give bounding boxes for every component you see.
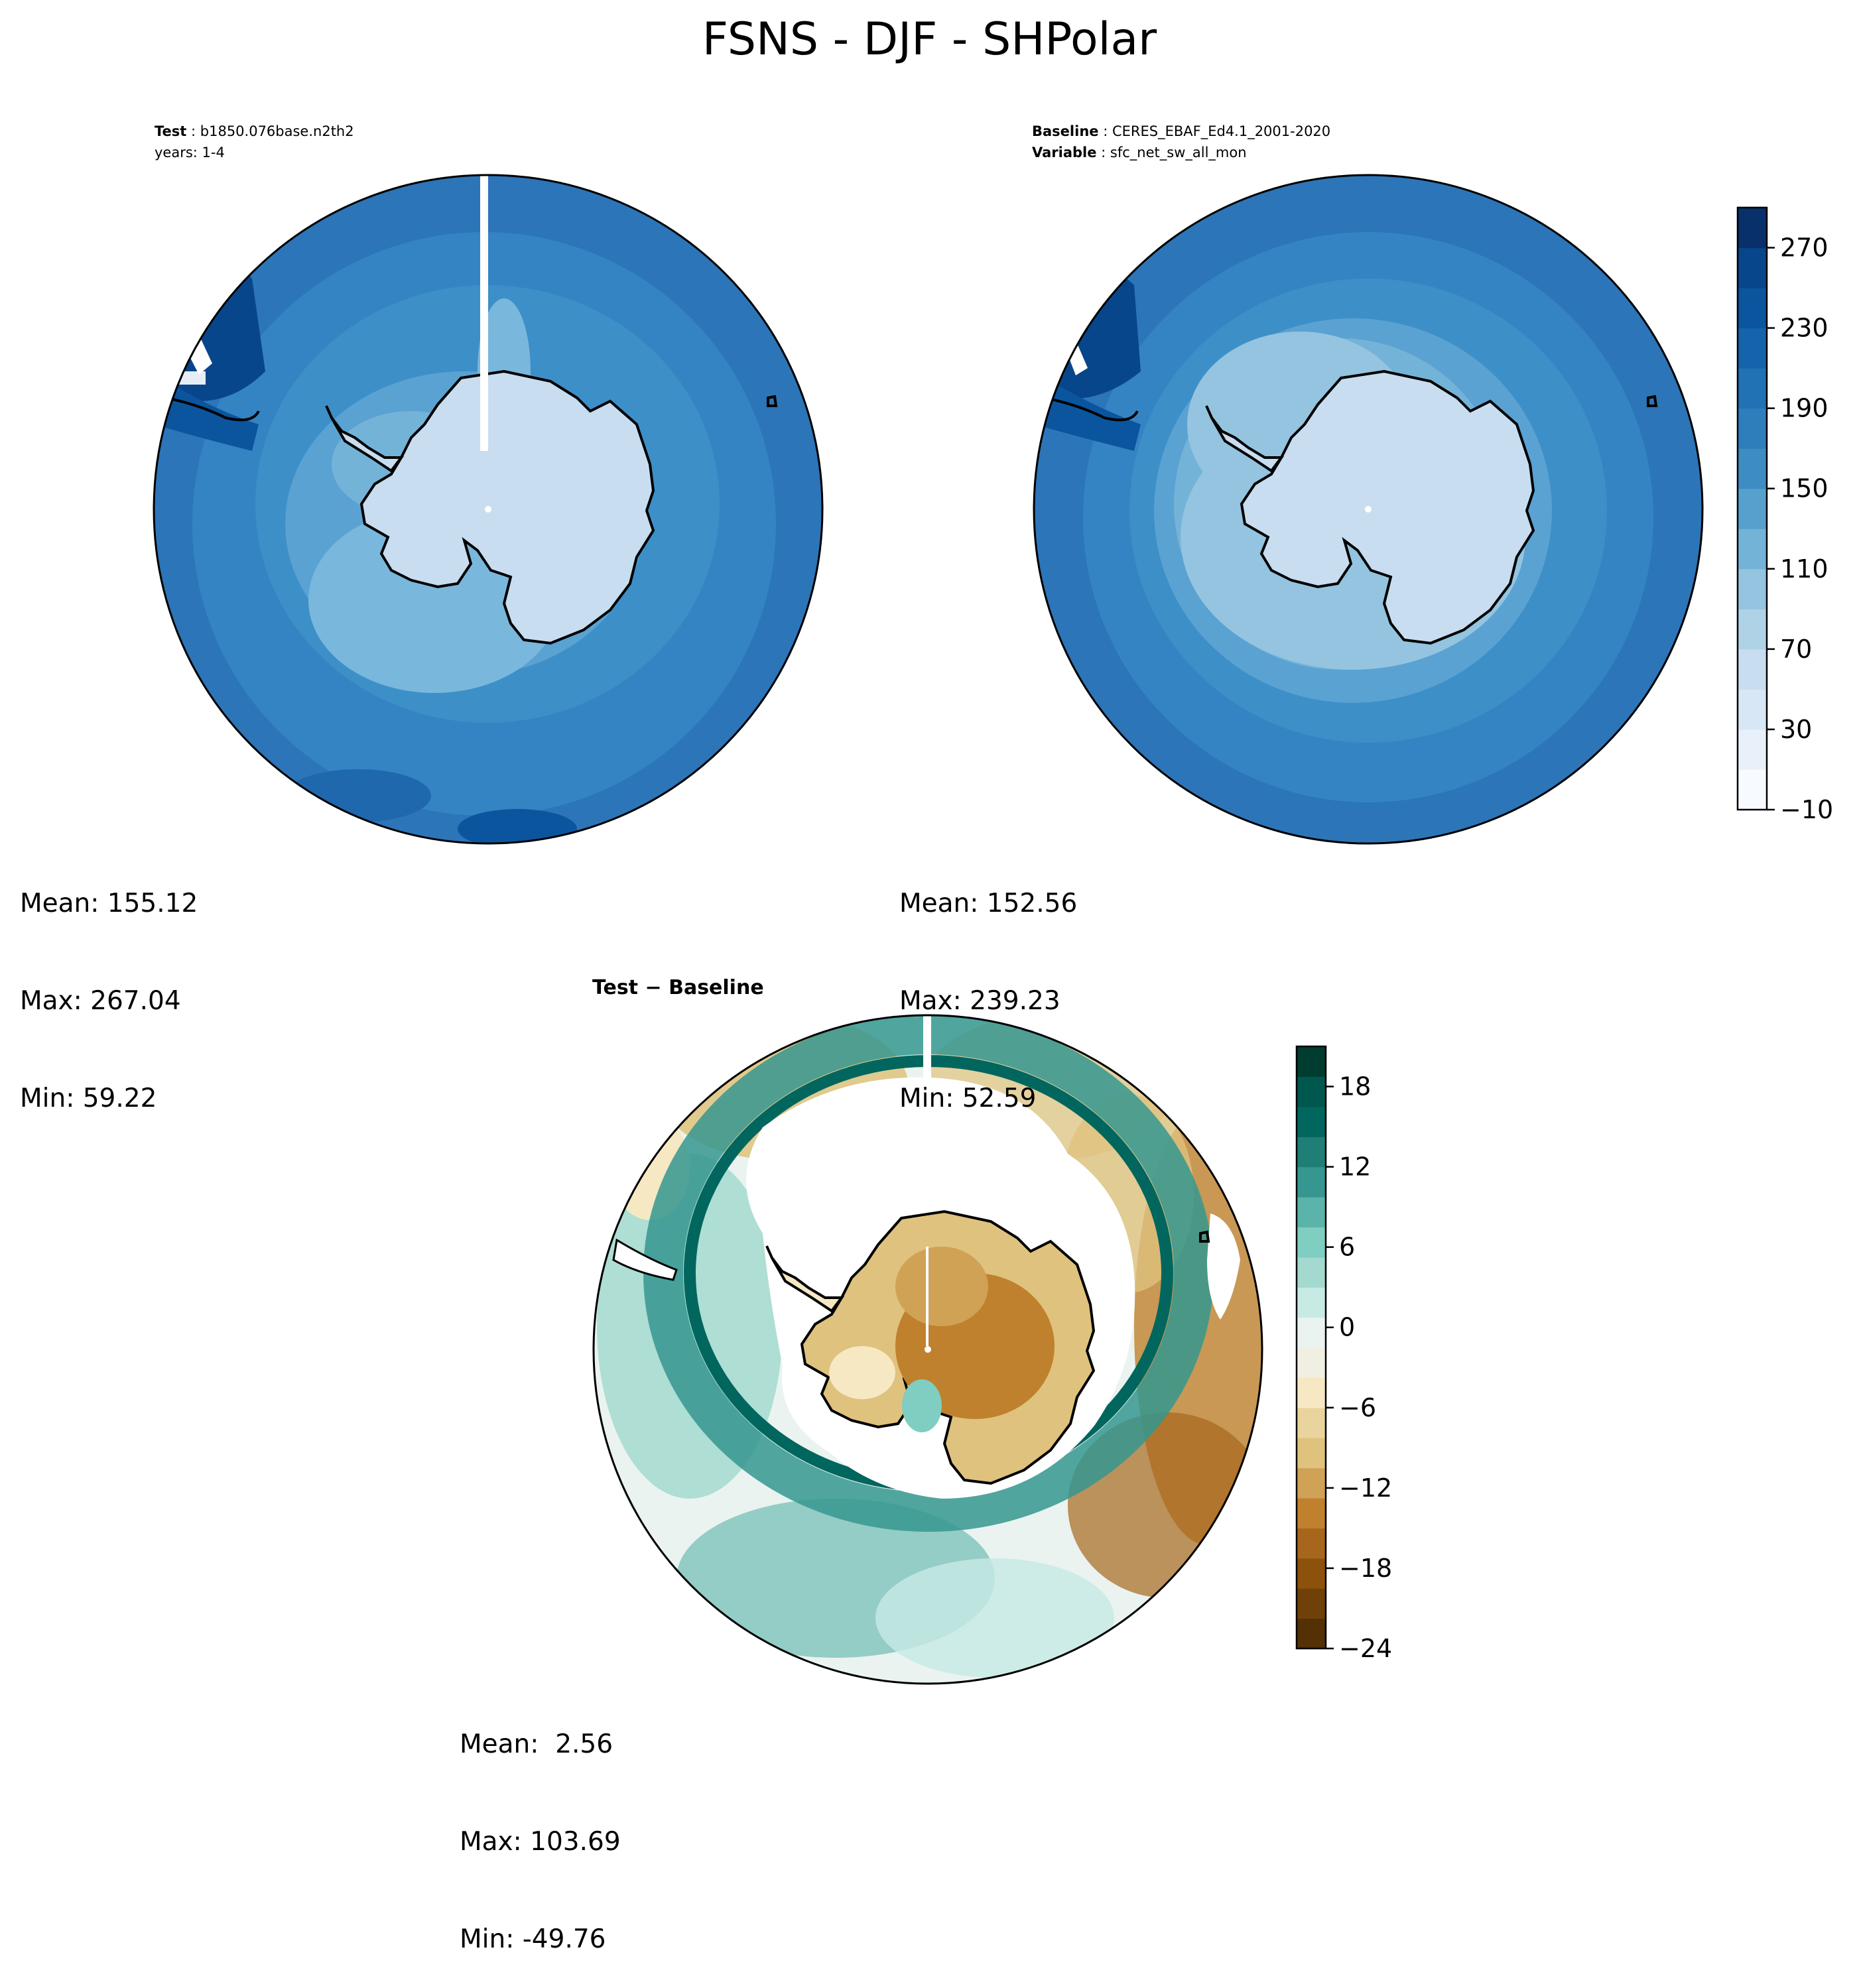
baseline-label: Baseline : CERES_EBAF_Ed4.1_2001-2020 <box>1032 123 1331 139</box>
difference-map-border <box>592 1014 1263 1685</box>
baseline-max: Max: 239.23 <box>899 986 1060 1016</box>
baseline-colorbar-tick-label: −10 <box>1780 795 1833 824</box>
difference-colorbar-band <box>1297 1558 1326 1589</box>
difference-colorbar-tick-label: −18 <box>1339 1554 1392 1583</box>
difference-colorbar-band <box>1297 1317 1326 1348</box>
difference-colorbar-band <box>1297 1347 1326 1378</box>
test-years: years: 1-4 <box>155 145 225 160</box>
test-map-border <box>153 174 824 845</box>
variable-name: sfc_net_sw_all_mon <box>1110 145 1247 160</box>
difference-colorbar-band <box>1297 1588 1326 1619</box>
difference-colorbar-tick-label: −6 <box>1339 1393 1376 1422</box>
difference-colorbar-tick-label: 12 <box>1339 1152 1371 1182</box>
variable-key: Variable <box>1032 145 1097 160</box>
baseline-colorbar-band <box>1738 609 1767 650</box>
baseline-key: Baseline <box>1032 123 1099 139</box>
difference-colorbar-tick-label: 18 <box>1339 1072 1371 1101</box>
difference-colorbar-band <box>1297 1438 1326 1469</box>
difference-mean: Mean: 2.56 <box>460 1729 613 1759</box>
difference-colorbar-tick-label: −12 <box>1339 1473 1392 1503</box>
baseline-map <box>1034 175 1702 843</box>
difference-colorbar-tick-label: 6 <box>1339 1233 1355 1262</box>
difference-colorbar-band <box>1297 1377 1326 1408</box>
baseline-colorbar: −10 30 70 110 150 190 230 270 <box>1736 206 1833 824</box>
test-min: Min: 59.22 <box>20 1084 157 1113</box>
baseline-colorbar-band <box>1738 769 1767 810</box>
baseline-mean: Mean: 152.56 <box>899 889 1078 918</box>
test-key: Test <box>155 123 187 139</box>
test-case-label: Test : b1850.076base.n2th2 <box>155 123 354 139</box>
difference-colorbar-band <box>1297 1407 1326 1438</box>
baseline-colorbar-band <box>1738 208 1767 249</box>
difference-colorbar-frame <box>1295 1045 1327 1650</box>
difference-colorbar-band <box>1297 1287 1326 1318</box>
baseline-colorbar-tick-label: 30 <box>1780 715 1812 744</box>
baseline-name: CERES_EBAF_Ed4.1_2001-2020 <box>1112 123 1331 139</box>
difference-colorbar-band <box>1297 1197 1326 1227</box>
baseline-colorbar-frame <box>1736 206 1768 811</box>
difference-title-right: Baseline <box>669 976 764 999</box>
difference-min: Min: -49.76 <box>460 1924 606 1954</box>
figure-title: FSNS - DJF - SHPolar <box>702 13 1157 66</box>
baseline-variable-label: Variable : sfc_net_sw_all_mon <box>1032 145 1247 160</box>
baseline-colorbar-tick-label: 270 <box>1780 233 1828 263</box>
test-map <box>154 175 822 843</box>
baseline-colorbar-band <box>1738 288 1767 329</box>
test-mean: Mean: 155.12 <box>20 889 198 918</box>
baseline-colorbar-band <box>1738 448 1767 489</box>
baseline-colorbar-tick-label: 190 <box>1780 394 1828 423</box>
difference-title-left: Test <box>592 976 639 999</box>
baseline-colorbar-band <box>1738 368 1767 409</box>
baseline-min: Min: 52.59 <box>899 1084 1037 1113</box>
difference-colorbar-band <box>1297 1528 1326 1559</box>
difference-title-op: − <box>645 976 662 999</box>
difference-colorbar-band <box>1297 1137 1326 1168</box>
test-max: Max: 267.04 <box>20 986 181 1016</box>
baseline-colorbar-tick-label: 110 <box>1780 554 1828 584</box>
difference-max: Max: 103.69 <box>460 1827 621 1857</box>
baseline-stats: Mean: 152.56 Max: 239.23 Min: 52.59 <box>899 822 1077 1147</box>
difference-colorbar-band <box>1297 1227 1326 1258</box>
baseline-colorbar-band <box>1738 488 1767 529</box>
difference-colorbar-band <box>1297 1166 1326 1198</box>
test-stats: Mean: 155.12 Max: 267.04 Min: 59.22 <box>20 822 198 1147</box>
difference-colorbar-band <box>1297 1076 1326 1107</box>
difference-stats: Mean: 2.56 Max: 103.69 Min: -49.76 <box>460 1663 621 1988</box>
difference-colorbar-band <box>1297 1618 1326 1649</box>
baseline-colorbar-band <box>1738 568 1767 609</box>
baseline-colorbar-band <box>1738 328 1767 369</box>
baseline-colorbar-band <box>1738 689 1767 730</box>
difference-colorbar-tick-label: −24 <box>1339 1634 1392 1663</box>
difference-colorbar: −24 −18 −12 −6 0 6 12 18 <box>1295 1045 1392 1663</box>
baseline-colorbar-tick-label: 230 <box>1780 314 1828 343</box>
baseline-colorbar-band <box>1738 729 1767 771</box>
baseline-colorbar-band <box>1738 247 1767 288</box>
difference-title: Test − Baseline <box>592 976 764 999</box>
difference-colorbar-band <box>1297 1257 1326 1288</box>
difference-colorbar-band <box>1297 1498 1326 1528</box>
baseline-colorbar-tick-label: 70 <box>1780 635 1812 664</box>
difference-colorbar-tick-label: 0 <box>1339 1313 1355 1342</box>
baseline-colorbar-band <box>1738 649 1767 690</box>
baseline-colorbar-band <box>1738 408 1767 449</box>
baseline-colorbar-band <box>1738 528 1767 570</box>
test-case-name: b1850.076base.n2th2 <box>200 123 354 139</box>
difference-colorbar-band <box>1297 1467 1326 1499</box>
baseline-map-border <box>1033 174 1704 845</box>
difference-colorbar-band <box>1297 1106 1326 1137</box>
difference-colorbar-band <box>1297 1046 1326 1077</box>
baseline-colorbar-tick-label: 150 <box>1780 474 1828 503</box>
